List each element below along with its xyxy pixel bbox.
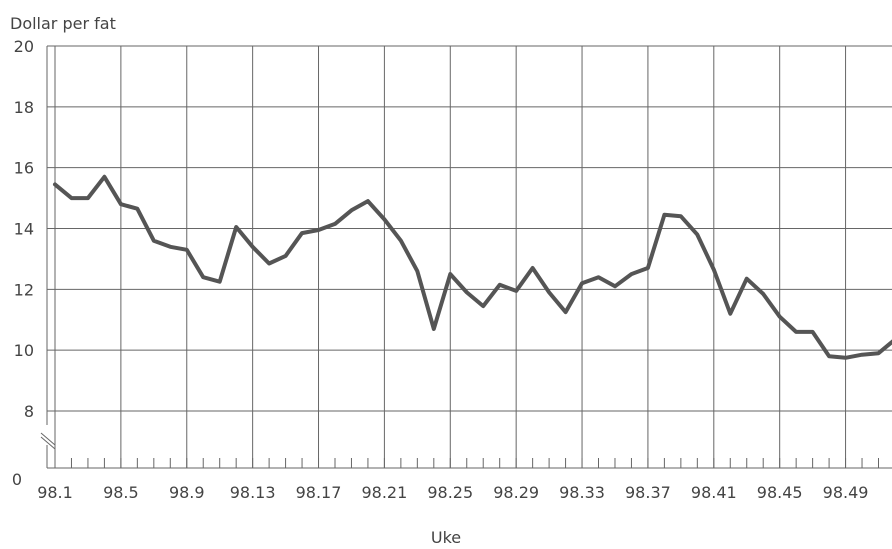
x-tick-label: 98.49 (823, 483, 869, 502)
x-tick-label: 98.41 (691, 483, 737, 502)
x-tick-label: 98.45 (757, 483, 803, 502)
y-tick-label: 10 (14, 341, 34, 360)
x-tick-label: 98.1 (37, 483, 73, 502)
series (53, 174, 892, 360)
x-tick-label: 98.37 (625, 483, 671, 502)
x-axis-label: Uke (430, 528, 462, 547)
y-tick-label: 16 (14, 159, 34, 178)
y-tick-label-zero: 0 (12, 470, 22, 489)
x-tick-label: 98.33 (559, 483, 605, 502)
grid (47, 45, 892, 468)
x-tick-label: 98.5 (103, 483, 139, 502)
axes (40, 46, 892, 469)
y-axis-label: Dollar per fat (10, 14, 116, 33)
x-tick-label: 98.17 (296, 483, 342, 502)
y-tick-label: 18 (14, 98, 34, 117)
x-tick-label: 98.9 (169, 483, 205, 502)
y-tick-label: 20 (14, 37, 34, 56)
price-line (53, 174, 892, 360)
x-tick-label: 98.29 (493, 483, 539, 502)
ticks: 20 18 16 14 12 10 8 0 98.1 98.5 98.9 98.13 98.17 98.2… (12, 37, 879, 502)
y-tick-label: 12 (14, 280, 34, 299)
x-tick-label: 98.13 (230, 483, 276, 502)
y-tick-label: 14 (14, 220, 34, 239)
axis-break-mark (40, 436, 56, 450)
y-tick-label: 8 (24, 402, 34, 421)
x-tick-label: 98.25 (427, 483, 473, 502)
x-tick-label: 98.21 (361, 483, 407, 502)
axis-break-mark (40, 432, 56, 446)
